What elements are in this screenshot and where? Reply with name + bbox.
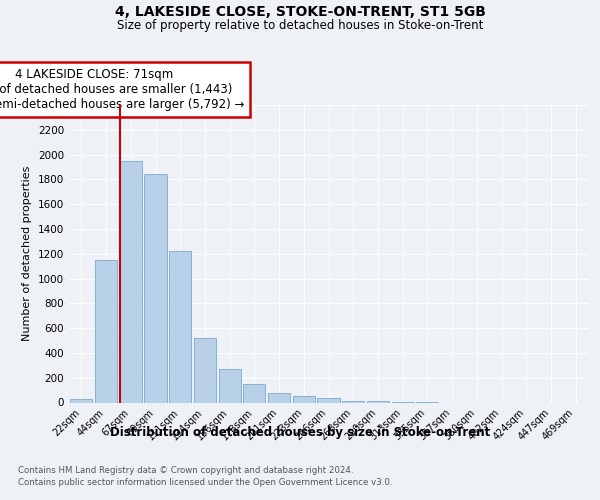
Bar — [293, 396, 315, 402]
Bar — [218, 369, 241, 402]
Bar — [70, 399, 92, 402]
Text: Size of property relative to detached houses in Stoke-on-Trent: Size of property relative to detached ho… — [117, 18, 483, 32]
Bar — [145, 174, 167, 402]
Bar — [194, 338, 216, 402]
Text: 4 LAKESIDE CLOSE: 71sqm
← 20% of detached houses are smaller (1,443)
79% of semi: 4 LAKESIDE CLOSE: 71sqm ← 20% of detache… — [0, 68, 244, 111]
Bar — [119, 161, 142, 402]
Bar — [317, 398, 340, 402]
Bar — [268, 393, 290, 402]
Text: Distribution of detached houses by size in Stoke-on-Trent: Distribution of detached houses by size … — [110, 426, 490, 439]
Text: Contains HM Land Registry data © Crown copyright and database right 2024.: Contains HM Land Registry data © Crown c… — [18, 466, 353, 475]
Bar — [169, 252, 191, 402]
Y-axis label: Number of detached properties: Number of detached properties — [22, 166, 32, 342]
Text: Contains public sector information licensed under the Open Government Licence v3: Contains public sector information licen… — [18, 478, 392, 487]
Bar — [243, 384, 265, 402]
Bar — [95, 260, 117, 402]
Text: 4, LAKESIDE CLOSE, STOKE-ON-TRENT, ST1 5GB: 4, LAKESIDE CLOSE, STOKE-ON-TRENT, ST1 5… — [115, 5, 485, 19]
